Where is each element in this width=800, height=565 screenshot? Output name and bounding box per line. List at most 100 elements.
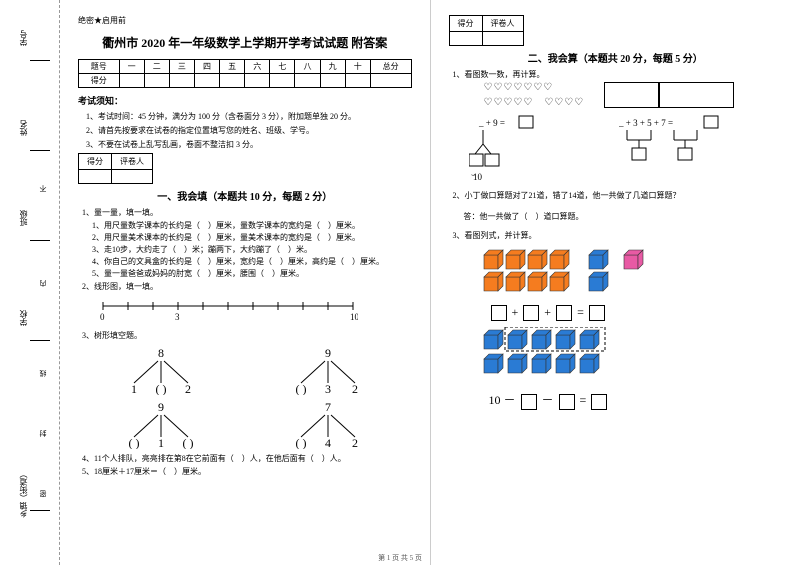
score-header: 九	[320, 60, 345, 74]
svg-text:9: 9	[325, 346, 331, 360]
eq-box[interactable]	[521, 394, 537, 410]
notice-item: 2、请首先按要求在试卷的指定位置填写您的姓名、班级、学号。	[86, 125, 412, 136]
question-2: 2、线形图，填一填。	[82, 281, 412, 292]
binding-label: 乡镇（街道）	[18, 470, 29, 518]
score-cell[interactable]	[270, 74, 295, 88]
question-1-sub: 2、用尺量美术课本的长约是（ ）厘米，量美术课本的宽约是（ ）厘米。	[92, 232, 412, 243]
r-question-2-answer: 答：他一共做了（ ）道口算题。	[464, 211, 783, 222]
equals-sign: =	[580, 393, 587, 407]
binding-line	[30, 150, 50, 151]
eq-box[interactable]	[491, 305, 507, 321]
svg-text:( ): ( )	[183, 436, 194, 449]
mini-score-label: 评卷人	[112, 154, 153, 170]
right-column: 得分 评卷人 二、我会算（本题共 20 分，每题 5 分） 1、看图数一数，再计…	[431, 0, 800, 565]
svg-text:⌣: ⌣	[471, 171, 476, 179]
svg-text:8: 8	[158, 346, 164, 360]
score-cell[interactable]	[320, 74, 345, 88]
mini-score-table: 得分 评卷人	[449, 15, 524, 46]
r-question-1: 1、看图数一数，再计算。	[453, 69, 783, 80]
question-1: 1、量一量，填一填。	[82, 207, 412, 218]
eq-box[interactable]	[556, 305, 572, 321]
question-1-sub: 1、用尺量数学课本的长约是（ ）厘米，量数学课本的宽约是（ ）厘米。	[92, 220, 412, 231]
binding-side: 密	[38, 490, 48, 497]
plus-sign: +	[512, 305, 519, 319]
hearts-row: ♡♡♡♡♡ ♡♡♡♡	[484, 93, 585, 108]
cubes-group-2	[479, 327, 783, 385]
binding-label: 学校	[18, 310, 29, 326]
svg-text:( ): ( )	[296, 382, 307, 395]
score-cell[interactable]	[119, 74, 144, 88]
tree-row: 81( )2 9 ( ) 3 2	[78, 345, 412, 395]
score-header: 七	[270, 60, 295, 74]
mini-score-cell[interactable]	[112, 170, 153, 184]
binding-side: 线	[38, 370, 48, 377]
score-header: 四	[194, 60, 219, 74]
equals-sign: =	[577, 305, 584, 319]
tree-diagram: 7( )42	[283, 399, 373, 449]
binding-label: 学号	[18, 30, 29, 46]
svg-text:9: 9	[158, 400, 164, 414]
score-cell[interactable]	[345, 74, 370, 88]
svg-text:3: 3	[325, 382, 331, 395]
score-header: 五	[220, 60, 245, 74]
binding-label: 班级	[18, 210, 29, 226]
score-cell[interactable]	[295, 74, 320, 88]
binding-side: 不	[38, 185, 48, 192]
svg-text:_ + 3 + 5 + 7 =: _ + 3 + 5 + 7 =	[619, 118, 673, 128]
eq-box[interactable]	[589, 305, 605, 321]
score-header: 二	[144, 60, 169, 74]
svg-text:( ): ( )	[129, 436, 140, 449]
mini-score-table: 得分 评卷人	[78, 153, 153, 184]
notice-title: 考试须知：	[78, 94, 412, 107]
score-cell[interactable]	[245, 74, 270, 88]
mini-score-label: 得分	[79, 154, 112, 170]
calc-diagram-right: _ + 3 + 5 + 7 =	[619, 114, 749, 184]
question-1-sub: 4、你自己的文具盒的长约是（ ）厘米，宽约是（ ）厘米，高约是（ ）厘米。	[92, 256, 412, 267]
question-1-sub: 3、走10步，大约走了（ ）米；蹦两下，大约蹦了（ ）米。	[92, 244, 412, 255]
eq-box[interactable]	[559, 394, 575, 410]
binding-line	[30, 510, 50, 511]
notice-item: 1、考试时间：45 分钟，满分为 100 分（含卷面分 3 分），附加题单独 2…	[86, 111, 412, 122]
eq-prefix: 10 －	[489, 393, 516, 407]
score-cell[interactable]	[220, 74, 245, 88]
binding-side: 内	[38, 280, 48, 287]
mini-score-label: 得分	[449, 16, 482, 32]
mini-score-cell[interactable]	[482, 32, 523, 46]
question-5: 5、18厘米＋17厘米＝（ ）厘米。	[82, 466, 412, 477]
score-header: 八	[295, 60, 320, 74]
score-header: 十	[345, 60, 370, 74]
score-cell[interactable]	[370, 74, 411, 88]
score-cell[interactable]	[144, 74, 169, 88]
cubes-group-1	[479, 247, 783, 299]
eq-box[interactable]	[591, 394, 607, 410]
number-line: 0310	[98, 298, 412, 324]
section-2-title: 二、我会算（本题共 20 分，每题 5 分）	[449, 50, 783, 65]
svg-text:1: 1	[158, 436, 164, 449]
r-question-2: 2、小丁做口算题对了21道，错了14道，他一共做了几道口算题？	[453, 190, 783, 201]
exam-title: 衢州市 2020 年一年级数学上学期开学考试试题 附答案	[78, 34, 412, 51]
calc-diagram-left: _ + 9 = 10 ⌣	[469, 114, 579, 184]
binding-line	[30, 60, 50, 61]
section-1-title: 一、我会填（本题共 10 分，每题 2 分）	[78, 188, 412, 203]
score-row-label: 得分	[79, 74, 120, 88]
mini-score-cell[interactable]	[79, 170, 112, 184]
hearts-row: ♡♡♡♡♡♡♡	[484, 82, 585, 93]
eq-box[interactable]	[523, 305, 539, 321]
score-header: 总分	[370, 60, 411, 74]
score-cell[interactable]	[194, 74, 219, 88]
score-header: 一	[119, 60, 144, 74]
score-table: 题号 一 二 三 四 五 六 七 八 九 十 总分 得分	[78, 59, 412, 88]
rect-box	[659, 82, 734, 108]
svg-text:_ + 9 =: _ + 9 =	[478, 118, 505, 128]
svg-text:2: 2	[185, 382, 191, 395]
rect-pair	[604, 82, 734, 108]
mini-score-cell[interactable]	[449, 32, 482, 46]
score-cell[interactable]	[169, 74, 194, 88]
tree-diagram: 81( )2	[116, 345, 206, 395]
svg-text:( ): ( )	[296, 436, 307, 449]
score-header: 六	[245, 60, 270, 74]
r-question-3: 3、看图列式，并计算。	[453, 230, 783, 241]
svg-text:10: 10	[350, 312, 358, 322]
equation-2: 10 － － =	[489, 391, 783, 409]
svg-text:0: 0	[100, 312, 105, 322]
